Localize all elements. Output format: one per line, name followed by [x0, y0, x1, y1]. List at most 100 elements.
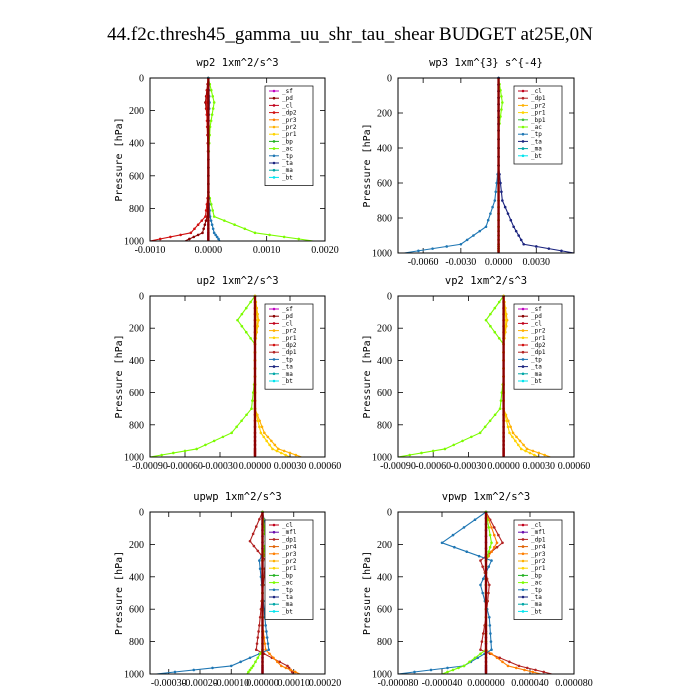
x-tick-label: 0.0030 [523, 257, 551, 268]
series-point [217, 237, 220, 241]
legend-marker [272, 538, 276, 541]
series-point [489, 324, 492, 328]
legend-marker [272, 595, 276, 599]
legend-label: _pr1 [531, 335, 546, 342]
series-point [172, 451, 175, 455]
legend-box [264, 303, 314, 390]
legend-marker [272, 96, 276, 100]
legend-marker [272, 336, 276, 340]
y-tick-label: 200 [377, 324, 392, 335]
y-tick-label: 200 [129, 540, 144, 551]
legend-label: _ta [282, 594, 293, 601]
series-point [495, 656, 499, 660]
legend-label: _dp1 [282, 349, 297, 356]
legend-marker [272, 581, 276, 584]
series-point [256, 636, 260, 639]
series-point [279, 451, 283, 455]
x-tick-label: -0.00090 [132, 461, 168, 472]
series-point [481, 565, 485, 568]
legend-label: _cl [282, 102, 293, 109]
series-point [282, 449, 286, 453]
y-tick-label: 400 [129, 356, 144, 367]
legend-label: _ta [531, 594, 542, 601]
series-point [533, 453, 536, 457]
legend-marker [521, 545, 525, 548]
series-point [431, 247, 434, 250]
legend-marker [272, 329, 276, 332]
legend-marker [521, 147, 525, 150]
series-point [490, 550, 493, 553]
legend-label: _dp2 [531, 342, 546, 349]
series-point [275, 449, 279, 453]
series-point [509, 425, 512, 429]
series-point [258, 624, 261, 627]
series-point [528, 451, 532, 455]
y-tick-label: 200 [377, 540, 392, 551]
series-point [253, 231, 257, 235]
series-point [514, 439, 517, 443]
series-point [457, 666, 460, 670]
series-point [506, 664, 510, 668]
series-point [499, 399, 503, 402]
legend-label: _pr1 [282, 565, 297, 572]
panel-title: up2 1xm^2/s^3 [196, 275, 278, 287]
series-point [488, 616, 491, 619]
legend-label: _sf [282, 88, 293, 95]
series-point [236, 318, 239, 322]
series-point [488, 419, 492, 423]
series-point [254, 648, 258, 651]
series-line-dp2 [397, 295, 505, 458]
legend-marker [272, 559, 276, 563]
series-point [286, 664, 289, 668]
legend-label: _bp [531, 572, 542, 579]
y-tick-label: 0 [139, 74, 144, 85]
series-point [543, 453, 546, 457]
series-point [420, 451, 423, 455]
legend-marker [272, 118, 276, 122]
series-point [297, 237, 301, 241]
legend-marker [521, 552, 525, 556]
series-point [247, 670, 250, 674]
series-point [534, 245, 538, 248]
series-point [278, 660, 281, 664]
series-point [472, 234, 475, 237]
series-point [195, 447, 198, 451]
series-point [479, 652, 482, 656]
series-point [211, 227, 215, 231]
y-axis-label: Pressure [hPa] [362, 334, 373, 418]
legend-marker [521, 538, 525, 541]
series-point [484, 225, 488, 229]
series-point [256, 419, 260, 423]
series-point [284, 453, 287, 457]
series-point [243, 227, 247, 231]
x-tick-label: 0.0000 [485, 257, 513, 268]
series-point [200, 219, 204, 222]
legend-marker [272, 523, 276, 527]
y-tick-label: 600 [129, 388, 144, 399]
legend-label: _dp2 [282, 342, 297, 349]
series-point [494, 190, 498, 194]
series-point [256, 656, 260, 660]
plot-frame [149, 511, 326, 675]
series-point [506, 425, 510, 429]
legend-label: _ta [282, 364, 293, 371]
series-point [459, 242, 463, 246]
series-point [504, 318, 508, 322]
series-point [277, 447, 280, 451]
series-point [212, 101, 216, 104]
series-point [512, 225, 515, 229]
series-line-dp2 [149, 295, 256, 458]
series-point [183, 449, 187, 453]
series-point [478, 431, 482, 435]
series-point [515, 435, 518, 439]
y-axis-label: Pressure [hPa] [362, 123, 373, 207]
series-point [251, 664, 255, 668]
y-axis-label: Pressure [hPa] [114, 334, 125, 418]
legend-label: _bt [531, 153, 542, 160]
series-point [446, 670, 449, 674]
plot-frame [149, 77, 326, 242]
legend-marker [272, 379, 276, 383]
series-point [160, 453, 163, 457]
legend-marker [521, 372, 525, 376]
legend-label: _dp2 [282, 110, 297, 117]
